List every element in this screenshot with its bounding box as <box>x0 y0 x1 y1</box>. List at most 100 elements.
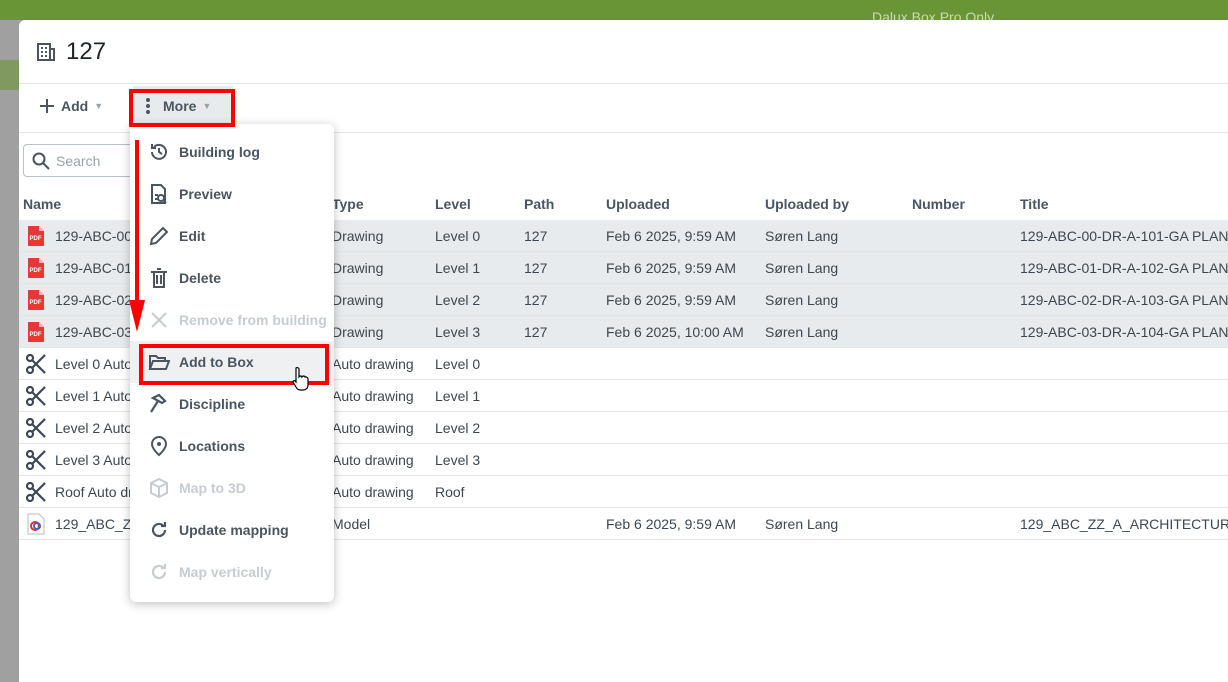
menu-item-map-vertically: Map vertically <box>130 551 334 593</box>
menu-item-label: Map to 3D <box>179 480 246 496</box>
table-row[interactable]: Level 2 Auto Auto drawing Level 2 <box>19 412 1228 444</box>
cell-title: 129-ABC-03-DR-A-104-GA PLAN L <box>1020 324 1228 340</box>
cell-level: Roof <box>435 484 465 500</box>
history-icon <box>151 143 167 160</box>
scissors-icon <box>25 417 46 439</box>
table-row[interactable]: Level 3 Auto Auto drawing Level 3 <box>19 444 1228 476</box>
menu-item-map-to-3d: Map to 3D <box>130 467 334 509</box>
cell-uploaded: Feb 6 2025, 9:59 AM <box>606 260 736 276</box>
cell-title: 129_ABC_ZZ_A_ARCHITECTURE <box>1020 516 1228 532</box>
cube-icon <box>150 477 168 499</box>
menu-item-discipline[interactable]: Discipline <box>130 383 334 425</box>
title-text: 127 <box>66 38 107 65</box>
column-header-type[interactable]: Type <box>332 196 364 212</box>
cell-title: 129-ABC-01-DR-A-102-GA PLAN L <box>1020 260 1228 276</box>
hammer-icon <box>150 393 167 413</box>
cell-level: Level 1 <box>435 260 481 276</box>
cell-path: 127 <box>524 324 548 340</box>
search-icon <box>32 152 50 170</box>
menu-item-building-log[interactable]: Building log <box>130 131 334 173</box>
building-icon <box>37 43 55 61</box>
cell-type: Drawing <box>332 228 384 244</box>
svg-text:PDF: PDF <box>30 332 42 338</box>
model-icon <box>27 513 45 535</box>
menu-item-locations[interactable]: Locations <box>130 425 334 467</box>
table-row[interactable]: Roof Auto dr Auto drawing Roof <box>19 476 1228 508</box>
plus-icon <box>40 99 54 113</box>
search-placeholder: Search <box>56 152 101 169</box>
cell-by: Søren Lang <box>765 324 839 340</box>
column-header-path[interactable]: Path <box>524 196 555 212</box>
refresh-icon <box>151 522 167 538</box>
cell-by: Søren Lang <box>765 516 839 532</box>
cell-type: Drawing <box>332 292 384 308</box>
cell-name: 129-ABC-02- <box>55 292 137 308</box>
table-row[interactable]: Level 0 Auto Auto drawing Level 0 <box>19 348 1228 380</box>
scissors-icon <box>25 449 46 471</box>
column-header-title[interactable]: Title <box>1020 196 1049 212</box>
search-input[interactable]: Search <box>23 144 223 177</box>
column-header-name[interactable]: Name <box>23 196 62 212</box>
caret-down-icon: ▼ <box>202 101 212 111</box>
column-header-uploaded-by[interactable]: Uploaded by <box>765 196 850 212</box>
cell-path: 127 <box>524 228 548 244</box>
column-header-level[interactable]: Level <box>435 196 471 212</box>
scissors-icon <box>25 481 46 503</box>
background-sidebar <box>0 20 19 682</box>
cell-path: 127 <box>524 292 548 308</box>
pencil-icon <box>149 226 169 246</box>
cell-name: 129-ABC-00- <box>55 228 137 244</box>
menu-item-label: Update mapping <box>179 522 289 538</box>
pdf-icon: PDF <box>28 290 44 310</box>
refresh-icon <box>151 564 167 580</box>
menu-item-delete[interactable]: Delete <box>130 257 334 299</box>
table-row[interactable]: 129_ABC_ZZ Model Feb 6 2025, 9:59 AM Søren … <box>19 508 1228 540</box>
cell-by: Søren Lang <box>765 228 839 244</box>
table-row[interactable]: Level 1 Auto Auto drawing Level 1 <box>19 380 1228 412</box>
cell-name: Level 3 Auto <box>55 452 133 468</box>
cell-type: Model <box>332 516 371 532</box>
menu-item-label: Add to Box <box>179 354 254 370</box>
cell-level: Level 0 <box>435 356 481 372</box>
menu-item-edit[interactable]: Edit <box>130 215 334 257</box>
svg-text:PDF: PDF <box>30 236 42 242</box>
menu-item-add-to-box[interactable]: Add to Box <box>130 341 334 383</box>
scissors-icon <box>25 353 46 375</box>
menu-item-label: Map vertically <box>179 564 272 580</box>
kebab-icon <box>146 98 150 114</box>
cell-level: Level 0 <box>435 228 481 244</box>
menu-item-label: Locations <box>179 438 246 454</box>
menu-item-label: Discipline <box>179 396 246 412</box>
svg-text:PDF: PDF <box>30 268 42 274</box>
cell-name: Level 0 Auto <box>55 356 133 372</box>
preview-icon <box>151 184 167 204</box>
add-label: Add <box>61 98 89 114</box>
hand-cursor-icon <box>292 366 309 391</box>
cell-by: Søren Lang <box>765 292 839 308</box>
cell-type: Auto drawing <box>332 484 414 500</box>
folder-open-icon <box>148 355 170 370</box>
cell-name: 129_ABC_ZZ <box>55 516 140 532</box>
menu-item-preview[interactable]: Preview <box>130 173 334 215</box>
location-pin-icon <box>150 436 168 457</box>
trash-icon <box>151 268 167 288</box>
cell-level: Level 3 <box>435 452 481 468</box>
column-header-uploaded[interactable]: Uploaded <box>606 196 670 212</box>
column-header-number[interactable]: Number <box>912 196 965 212</box>
cell-uploaded: Feb 6 2025, 9:59 AM <box>606 292 736 308</box>
add-button[interactable]: Add ▼ <box>39 86 103 126</box>
cell-path: 127 <box>524 260 548 276</box>
cell-name: Roof Auto dr <box>55 484 133 500</box>
menu-item-label: Preview <box>179 186 232 202</box>
menu-item-update-mapping[interactable]: Update mapping <box>130 509 334 551</box>
cell-level: Level 2 <box>435 420 481 436</box>
highlight-more <box>129 89 235 127</box>
cell-name: 129-ABC-03- <box>55 324 137 340</box>
more-label: More <box>163 98 197 114</box>
scissors-icon <box>25 385 46 407</box>
menu-item-label: Building log <box>179 144 260 160</box>
cell-title: 129-ABC-02-DR-A-103-GA PLAN L <box>1020 292 1228 308</box>
pdf-icon: PDF <box>28 322 44 342</box>
caret-down-icon: ▼ <box>94 101 104 111</box>
cell-type: Auto drawing <box>332 420 414 436</box>
